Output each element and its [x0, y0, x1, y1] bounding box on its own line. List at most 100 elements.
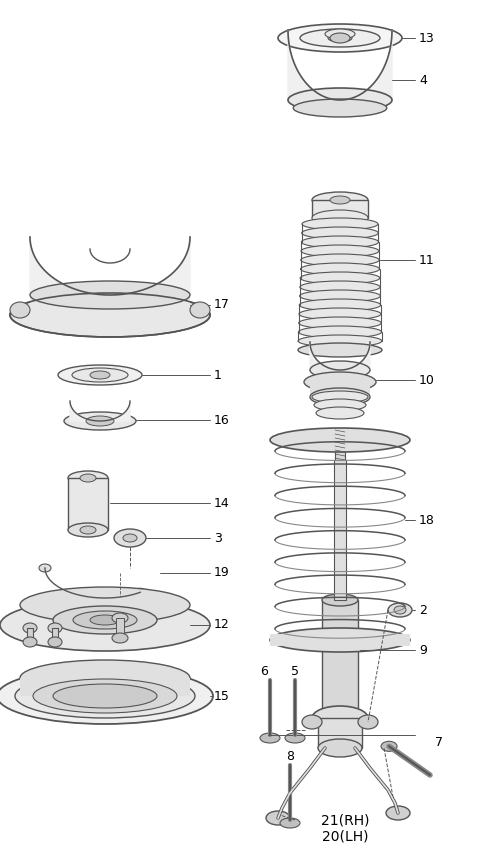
Ellipse shape [20, 660, 190, 696]
Text: 5: 5 [291, 665, 299, 678]
Ellipse shape [288, 88, 392, 112]
Ellipse shape [90, 615, 120, 625]
Ellipse shape [310, 361, 370, 379]
Bar [20, 678, 190, 696]
Text: 9: 9 [419, 643, 427, 656]
Ellipse shape [90, 371, 110, 379]
Ellipse shape [23, 637, 37, 647]
Ellipse shape [0, 668, 213, 724]
Text: 10: 10 [419, 373, 435, 387]
Ellipse shape [30, 281, 190, 309]
Ellipse shape [300, 272, 380, 284]
Ellipse shape [64, 412, 136, 430]
Bar [270, 634, 410, 646]
Text: 3: 3 [214, 531, 222, 545]
Ellipse shape [260, 733, 280, 743]
Text: 2: 2 [419, 604, 427, 616]
Bar [322, 600, 358, 730]
Bar [68, 478, 108, 530]
Ellipse shape [310, 388, 370, 406]
Bar [310, 382, 370, 397]
Ellipse shape [270, 428, 410, 452]
Ellipse shape [388, 603, 412, 617]
Polygon shape [70, 401, 130, 421]
Bar [334, 460, 346, 600]
Ellipse shape [322, 724, 358, 736]
Ellipse shape [123, 534, 137, 542]
Ellipse shape [312, 706, 368, 730]
Text: 14: 14 [214, 496, 230, 509]
Ellipse shape [381, 741, 397, 751]
Ellipse shape [298, 335, 382, 347]
Ellipse shape [330, 196, 350, 204]
Text: 17: 17 [214, 298, 230, 311]
Ellipse shape [53, 684, 157, 708]
Text: 12: 12 [214, 619, 230, 632]
Ellipse shape [72, 368, 128, 382]
Polygon shape [30, 237, 190, 295]
Ellipse shape [112, 613, 128, 623]
Bar [116, 618, 124, 638]
Ellipse shape [386, 806, 410, 820]
Ellipse shape [134, 588, 146, 596]
Ellipse shape [322, 594, 358, 606]
Ellipse shape [301, 236, 379, 248]
Ellipse shape [15, 674, 195, 718]
Ellipse shape [298, 343, 382, 357]
Ellipse shape [299, 317, 381, 329]
Ellipse shape [300, 29, 380, 47]
Ellipse shape [0, 599, 210, 651]
Bar [335, 430, 345, 460]
Ellipse shape [314, 399, 366, 411]
Text: 15: 15 [214, 689, 230, 702]
Ellipse shape [58, 365, 142, 385]
Text: 7: 7 [435, 736, 443, 750]
Text: 16: 16 [214, 413, 230, 427]
Ellipse shape [80, 474, 96, 482]
Text: 6: 6 [260, 665, 268, 678]
Ellipse shape [10, 302, 30, 318]
Text: 19: 19 [214, 566, 230, 580]
Ellipse shape [280, 818, 300, 828]
Text: 8: 8 [286, 750, 294, 763]
Ellipse shape [300, 281, 380, 293]
Ellipse shape [302, 715, 322, 729]
Ellipse shape [48, 623, 62, 633]
Ellipse shape [304, 372, 376, 392]
Ellipse shape [312, 192, 368, 208]
Ellipse shape [20, 587, 190, 623]
Ellipse shape [316, 407, 364, 419]
Bar [52, 628, 58, 642]
Ellipse shape [325, 29, 355, 39]
Ellipse shape [39, 564, 51, 572]
Bar [27, 628, 33, 642]
Text: 20(LH): 20(LH) [322, 829, 368, 843]
Text: 1: 1 [214, 369, 222, 382]
Ellipse shape [23, 623, 37, 633]
Ellipse shape [68, 523, 108, 537]
Ellipse shape [33, 679, 177, 713]
Ellipse shape [358, 715, 378, 729]
Ellipse shape [300, 290, 380, 302]
Ellipse shape [10, 293, 210, 337]
Ellipse shape [300, 263, 380, 275]
Ellipse shape [285, 733, 305, 743]
Ellipse shape [299, 326, 382, 338]
Ellipse shape [301, 254, 379, 266]
Ellipse shape [48, 637, 62, 647]
Ellipse shape [86, 416, 114, 426]
Ellipse shape [68, 471, 108, 485]
Text: 13: 13 [419, 31, 435, 44]
Text: 11: 11 [419, 253, 435, 267]
Bar [318, 718, 362, 748]
Ellipse shape [53, 606, 157, 634]
Text: 21(RH): 21(RH) [321, 813, 369, 827]
Ellipse shape [73, 611, 137, 629]
Polygon shape [288, 30, 392, 100]
Text: 18: 18 [419, 513, 435, 526]
Ellipse shape [302, 218, 378, 230]
Ellipse shape [302, 227, 378, 239]
Text: 4: 4 [419, 73, 427, 87]
Ellipse shape [300, 299, 381, 311]
Ellipse shape [270, 628, 410, 652]
